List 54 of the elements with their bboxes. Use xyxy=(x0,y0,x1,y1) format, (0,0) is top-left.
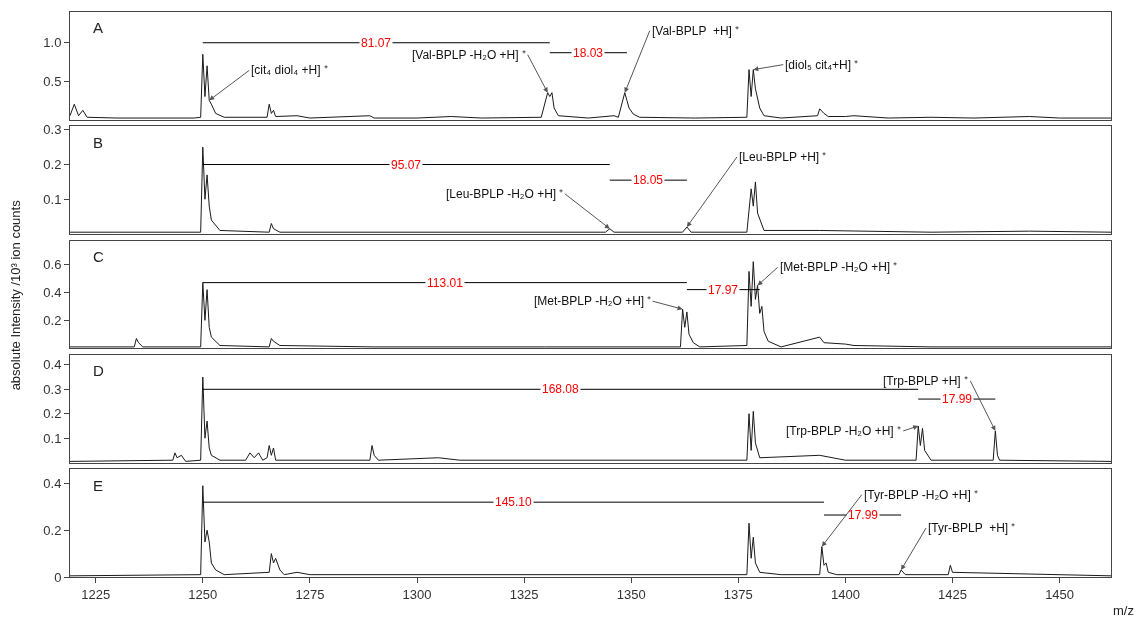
y-tick-label: 0.4 xyxy=(43,284,62,300)
y-tick-label: 0.3 xyxy=(43,122,62,138)
text: D xyxy=(93,362,104,379)
annotation: [Val-BPLP -H₂O +H] ⁺ xyxy=(412,48,526,62)
y-tick-label: 0.2 xyxy=(43,522,62,538)
x-tick-label: 1275 xyxy=(295,586,325,602)
text: B xyxy=(93,134,104,151)
annotation: [Val-BPLP +H] ⁺ xyxy=(652,24,740,38)
y-tick-label: 0.2 xyxy=(43,312,62,328)
annotation: [diol₅ cit₄+H] ⁺ xyxy=(785,58,859,72)
annotation: 95.07 xyxy=(391,158,422,172)
y-tick-label: 0.4 xyxy=(43,357,62,373)
annotation: [Leu-BPLP -H₂O +H] ⁺ xyxy=(446,187,564,201)
y-tick-label: 0 xyxy=(54,569,62,585)
annotation: 17.99 xyxy=(848,508,879,522)
y-tick-label: 0.1 xyxy=(43,191,62,207)
x-tick-label: 1225 xyxy=(81,586,111,602)
annotation: 17.97 xyxy=(708,283,739,297)
annotation: [Tyr-BPLP -H₂O +H] ⁺ xyxy=(864,488,979,502)
annotation: [Met-BPLP -H₂O +H] ⁺ xyxy=(780,260,898,274)
x-tick-label: 1375 xyxy=(723,586,753,602)
annotation: 81.07 xyxy=(361,36,392,50)
annotation: 113.01 xyxy=(427,276,464,290)
x-tick-label: 1325 xyxy=(509,586,539,602)
text: A xyxy=(93,19,104,36)
y-axis-title: absolute Intensity /10³ ion counts xyxy=(8,199,24,391)
annotation: 145.10 xyxy=(495,495,533,509)
x-tick-label: 1450 xyxy=(1045,586,1075,602)
annotation: 168.08 xyxy=(542,382,580,396)
annotation: [Trp-BPLP -H₂O +H] ⁺ xyxy=(786,424,902,438)
x-tick-label: 1300 xyxy=(402,586,432,602)
y-tick-label: 0.5 xyxy=(43,73,62,89)
annotation: 18.05 xyxy=(633,173,664,187)
x-tick-label: 1350 xyxy=(616,586,646,602)
y-tick-label: 0.2 xyxy=(43,406,62,422)
annotation: 17.99 xyxy=(942,392,973,406)
text: E xyxy=(93,477,104,494)
y-tick-label: 0.2 xyxy=(43,157,62,173)
annotation: [Leu-BPLP +H] ⁺ xyxy=(739,150,827,164)
x-tick-label: 1400 xyxy=(830,586,860,602)
annotation: [cit₄ diol₄ +H] ⁺ xyxy=(251,63,328,77)
y-tick-label: 1.0 xyxy=(43,35,62,51)
y-tick-label: 0.4 xyxy=(43,476,62,491)
annotation: 18.03 xyxy=(573,46,604,60)
annotation: [Met-BPLP -H₂O +H] ⁺ xyxy=(534,294,652,308)
x-tick-label: 1425 xyxy=(938,586,967,602)
y-tick-label: 0.6 xyxy=(43,257,62,273)
text: C xyxy=(93,248,104,265)
y-tick-label: 0.1 xyxy=(43,430,62,446)
x-tick-label: 1250 xyxy=(188,586,218,602)
x-axis-title: m/z xyxy=(1113,603,1134,617)
annotation: [Trp-BPLP +H] ⁺ xyxy=(883,374,969,388)
y-tick-label: 0.3 xyxy=(43,381,62,397)
annotation: [Tyr-BPLP +H] ⁺ xyxy=(928,521,1016,535)
